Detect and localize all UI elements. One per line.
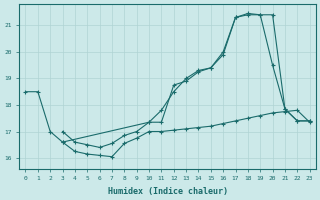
X-axis label: Humidex (Indice chaleur): Humidex (Indice chaleur) [108,187,228,196]
